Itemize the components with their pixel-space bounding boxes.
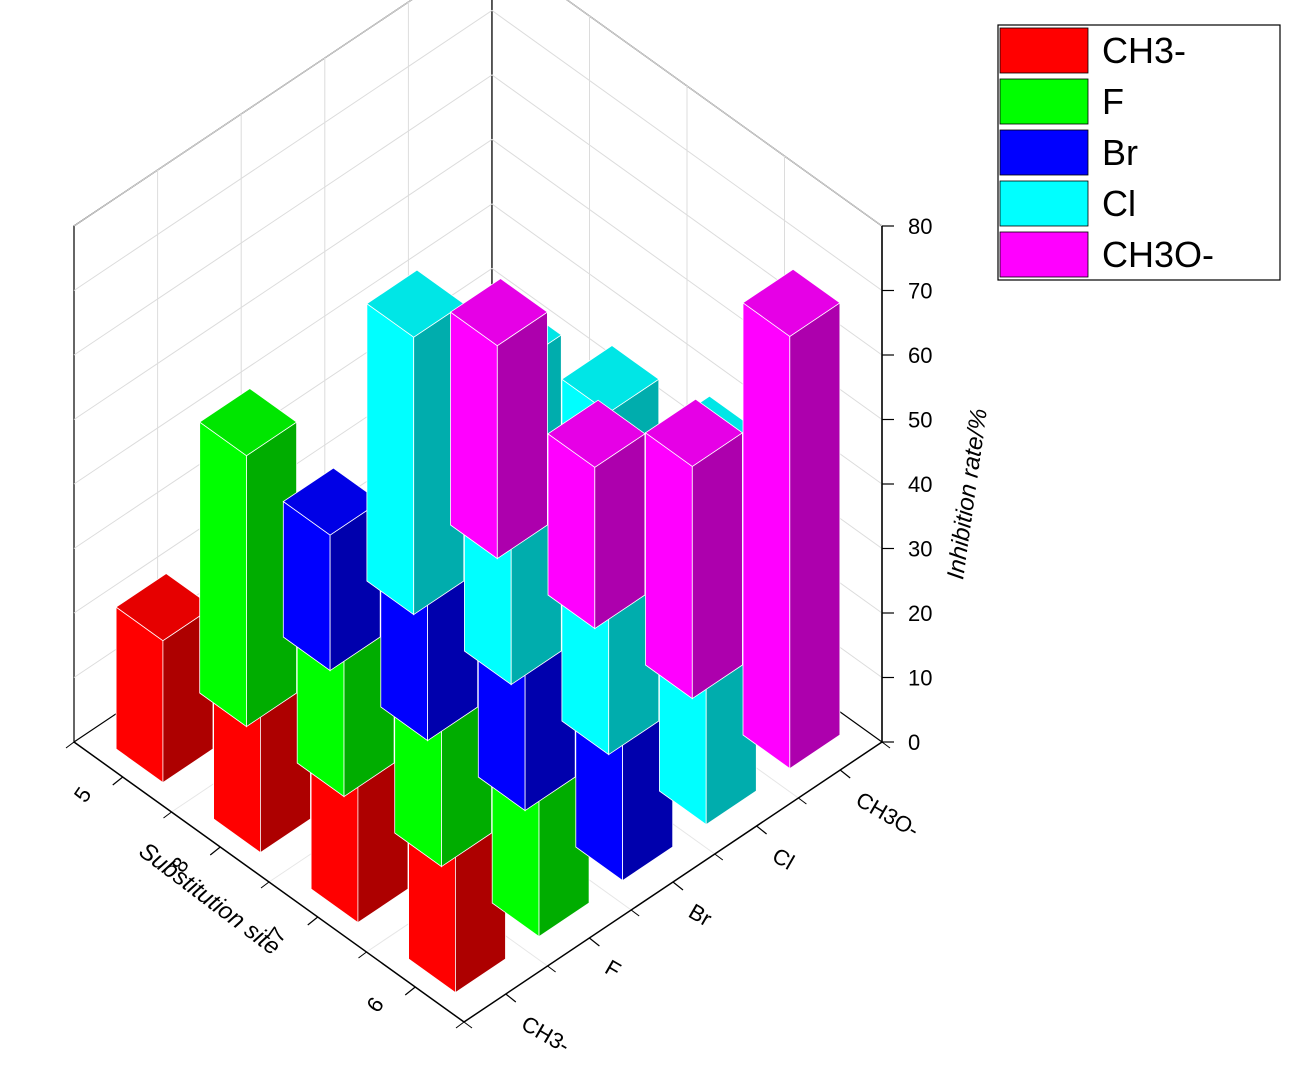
y-minor-tick (798, 797, 807, 805)
y-minor-tick (881, 741, 891, 749)
gridline-z (73, 0, 883, 227)
bar-face-front (742, 302, 791, 770)
bar (742, 268, 841, 770)
y-minor-tick (463, 1021, 473, 1029)
legend-label: Br (1102, 132, 1138, 173)
x-tick-label: 5 (69, 783, 97, 807)
bar-face-front (645, 432, 693, 700)
bar-face-top (561, 345, 660, 414)
x-minor-tick (358, 951, 367, 959)
chart-bars (115, 268, 841, 994)
y-tick (672, 881, 684, 891)
z-tick-label: 80 (908, 214, 932, 239)
bar-face-top (115, 573, 214, 642)
legend-label: CH3- (1102, 30, 1186, 71)
bar (644, 398, 744, 700)
bar-face-top (547, 399, 646, 468)
legend-swatch (999, 129, 1089, 176)
y-tick-label: CH3- (517, 1011, 574, 1058)
z-tick-label: 40 (908, 472, 932, 497)
bar-face-top (198, 388, 298, 457)
legend-swatch (999, 78, 1089, 125)
y-tick (756, 825, 767, 835)
y-tick-label: CH3O- (852, 787, 924, 843)
x-tick (307, 916, 319, 926)
bar (282, 467, 381, 672)
z-tick-label: 60 (908, 343, 932, 368)
legend-swatch (999, 27, 1089, 74)
bar-face-top (449, 278, 549, 347)
y-tick-label: F (601, 955, 625, 983)
x-minor-tick (260, 881, 270, 889)
z-tick-label: 30 (908, 537, 932, 562)
y-minor-tick (547, 965, 556, 973)
bar-face-side (496, 311, 548, 560)
x-tick (404, 986, 416, 996)
x-tick (209, 846, 221, 856)
legend: CH3- F Br Cl CH3O- (997, 24, 1281, 281)
bar (449, 278, 549, 560)
y-minor-tick (714, 853, 724, 861)
legend-label: Cl (1102, 183, 1136, 224)
z-tick-label: 10 (908, 666, 932, 691)
bar-face-top (742, 268, 841, 337)
bar-face-front (450, 311, 498, 560)
z-tick-label: 20 (908, 601, 932, 626)
bar (366, 269, 465, 616)
bar-face-front (366, 302, 415, 616)
x-axis-title: Substitution site (134, 837, 286, 961)
bar-face-front (199, 421, 247, 728)
z-axis-title: Inhibition rate/% (942, 407, 993, 581)
legend-swatch (999, 231, 1089, 278)
legend-swatch (999, 180, 1089, 227)
z-tick-label: 0 (908, 730, 920, 755)
bar-face-side (691, 432, 743, 700)
y-tick-label: Br (685, 899, 717, 932)
bar (547, 399, 646, 630)
z-tick-label: 50 (908, 408, 932, 433)
z-tick-label: 70 (908, 279, 932, 304)
bar (115, 573, 214, 784)
y-tick (505, 993, 517, 1003)
legend-label: F (1102, 81, 1124, 122)
bar-face-side (789, 302, 841, 770)
bar (198, 388, 298, 728)
gridline-z (73, 9, 883, 291)
y-tick (589, 937, 600, 947)
legend-label: CH3O- (1102, 234, 1214, 275)
x-tick (112, 776, 124, 786)
bar-face-side (594, 433, 646, 630)
bar-face-top (366, 269, 465, 338)
bar-face-front (547, 433, 596, 630)
x-minor-tick (163, 811, 172, 819)
y-tick-label: Cl (768, 843, 798, 875)
x-minor-tick (65, 741, 75, 749)
x-minor-tick (455, 1021, 465, 1029)
x-tick-label: 6 (361, 993, 389, 1017)
y-tick (839, 769, 851, 779)
bar-face-top (282, 467, 381, 536)
y-minor-tick (630, 909, 640, 917)
gridline-z (73, 74, 883, 356)
bar-face-top (644, 398, 744, 467)
